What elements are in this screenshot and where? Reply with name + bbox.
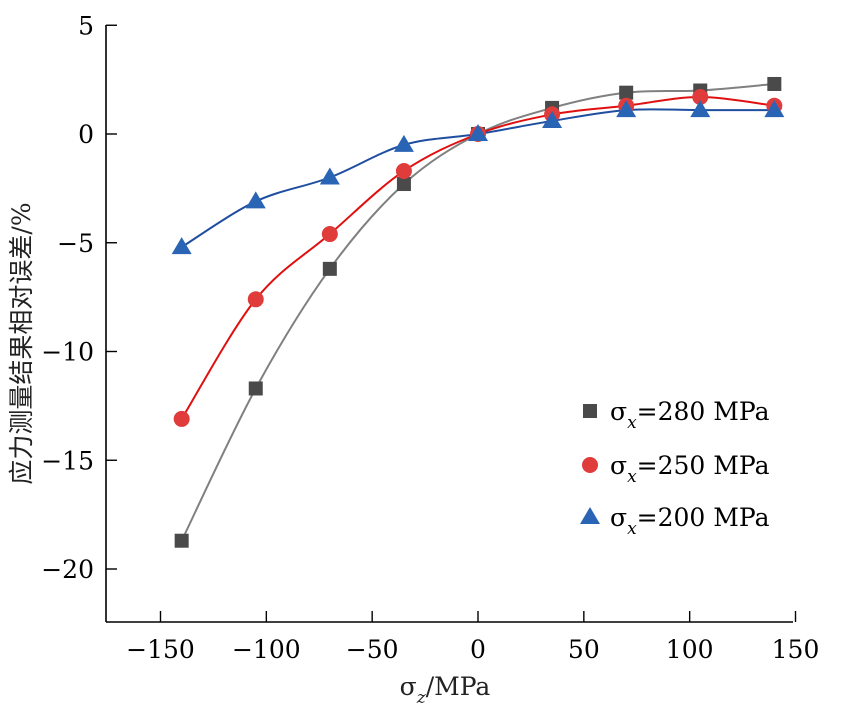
- y-tick-label: −20: [41, 555, 94, 584]
- legend-marker-circle: [582, 457, 598, 473]
- legend-label-subscript: x: [627, 413, 637, 433]
- y-tick-label: 5: [78, 11, 94, 40]
- legend-label: σx=250 MPa: [610, 451, 770, 487]
- data-point-circle: [247, 291, 264, 308]
- x-tick-label: 100: [666, 635, 714, 664]
- fit-curve-circle: [180, 96, 775, 420]
- legend-marker-triangle: [580, 507, 600, 524]
- data-markers: [171, 76, 785, 548]
- y-tick-label: −5: [57, 229, 94, 258]
- data-point-triangle: [616, 100, 637, 118]
- x-tick-label: 0: [470, 635, 486, 664]
- data-point-circle: [692, 89, 709, 106]
- data-point-square: [248, 381, 263, 396]
- y-axis-title: 应力测量结果相对误差/%: [7, 202, 36, 484]
- data-point-triangle: [764, 100, 785, 118]
- legend-label: σx=200 MPa: [610, 503, 770, 539]
- legend-label-subscript: x: [627, 519, 637, 539]
- legend-label-symbol: σ: [610, 451, 627, 480]
- data-point-triangle: [171, 237, 192, 255]
- x-tick-label: 150: [772, 635, 820, 664]
- data-point-triangle: [319, 167, 340, 185]
- legend-label: σx=280 MPa: [610, 397, 770, 433]
- x-tick-label: −50: [346, 635, 399, 664]
- legend-label-value: =280 MPa: [637, 397, 770, 426]
- data-point-triangle: [393, 134, 414, 152]
- data-point-circle: [395, 162, 412, 179]
- x-tick-label: −150: [126, 635, 195, 664]
- y-tick-label: 0: [78, 120, 94, 149]
- data-point-circle: [321, 226, 338, 243]
- legend-label-symbol: σ: [610, 397, 627, 426]
- x-tick-label: 50: [568, 635, 600, 664]
- data-point-square: [767, 76, 782, 91]
- legend-label-symbol: σ: [610, 503, 627, 532]
- legend-label-value: =200 MPa: [637, 503, 770, 532]
- axes: 50−5−10−15−20−150 −100 −50 0 50 100 150: [41, 11, 819, 664]
- data-point-triangle: [245, 191, 266, 209]
- data-point-triangle: [468, 124, 488, 141]
- data-point-square: [322, 261, 337, 276]
- x-axis-title-unit: /MPa: [426, 672, 491, 701]
- x-tick-label: −100: [232, 635, 301, 664]
- y-tick-label: −10: [41, 338, 94, 367]
- x-axis-title-symbol: σ: [400, 672, 417, 701]
- legend-marker-square: [583, 404, 597, 418]
- data-point-square: [619, 85, 634, 100]
- y-tick-label: −15: [41, 446, 94, 475]
- data-point-square: [396, 177, 411, 192]
- x-axis-title: σz/MPa: [400, 672, 491, 708]
- data-point-triangle: [690, 100, 711, 118]
- data-point-triangle: [542, 110, 563, 128]
- legend-label-value: =250 MPa: [637, 451, 770, 480]
- data-point-circle: [173, 410, 190, 427]
- x-axis-title-subscript: z: [416, 688, 427, 708]
- data-point-square: [174, 533, 189, 548]
- legend-label-subscript: x: [627, 467, 637, 487]
